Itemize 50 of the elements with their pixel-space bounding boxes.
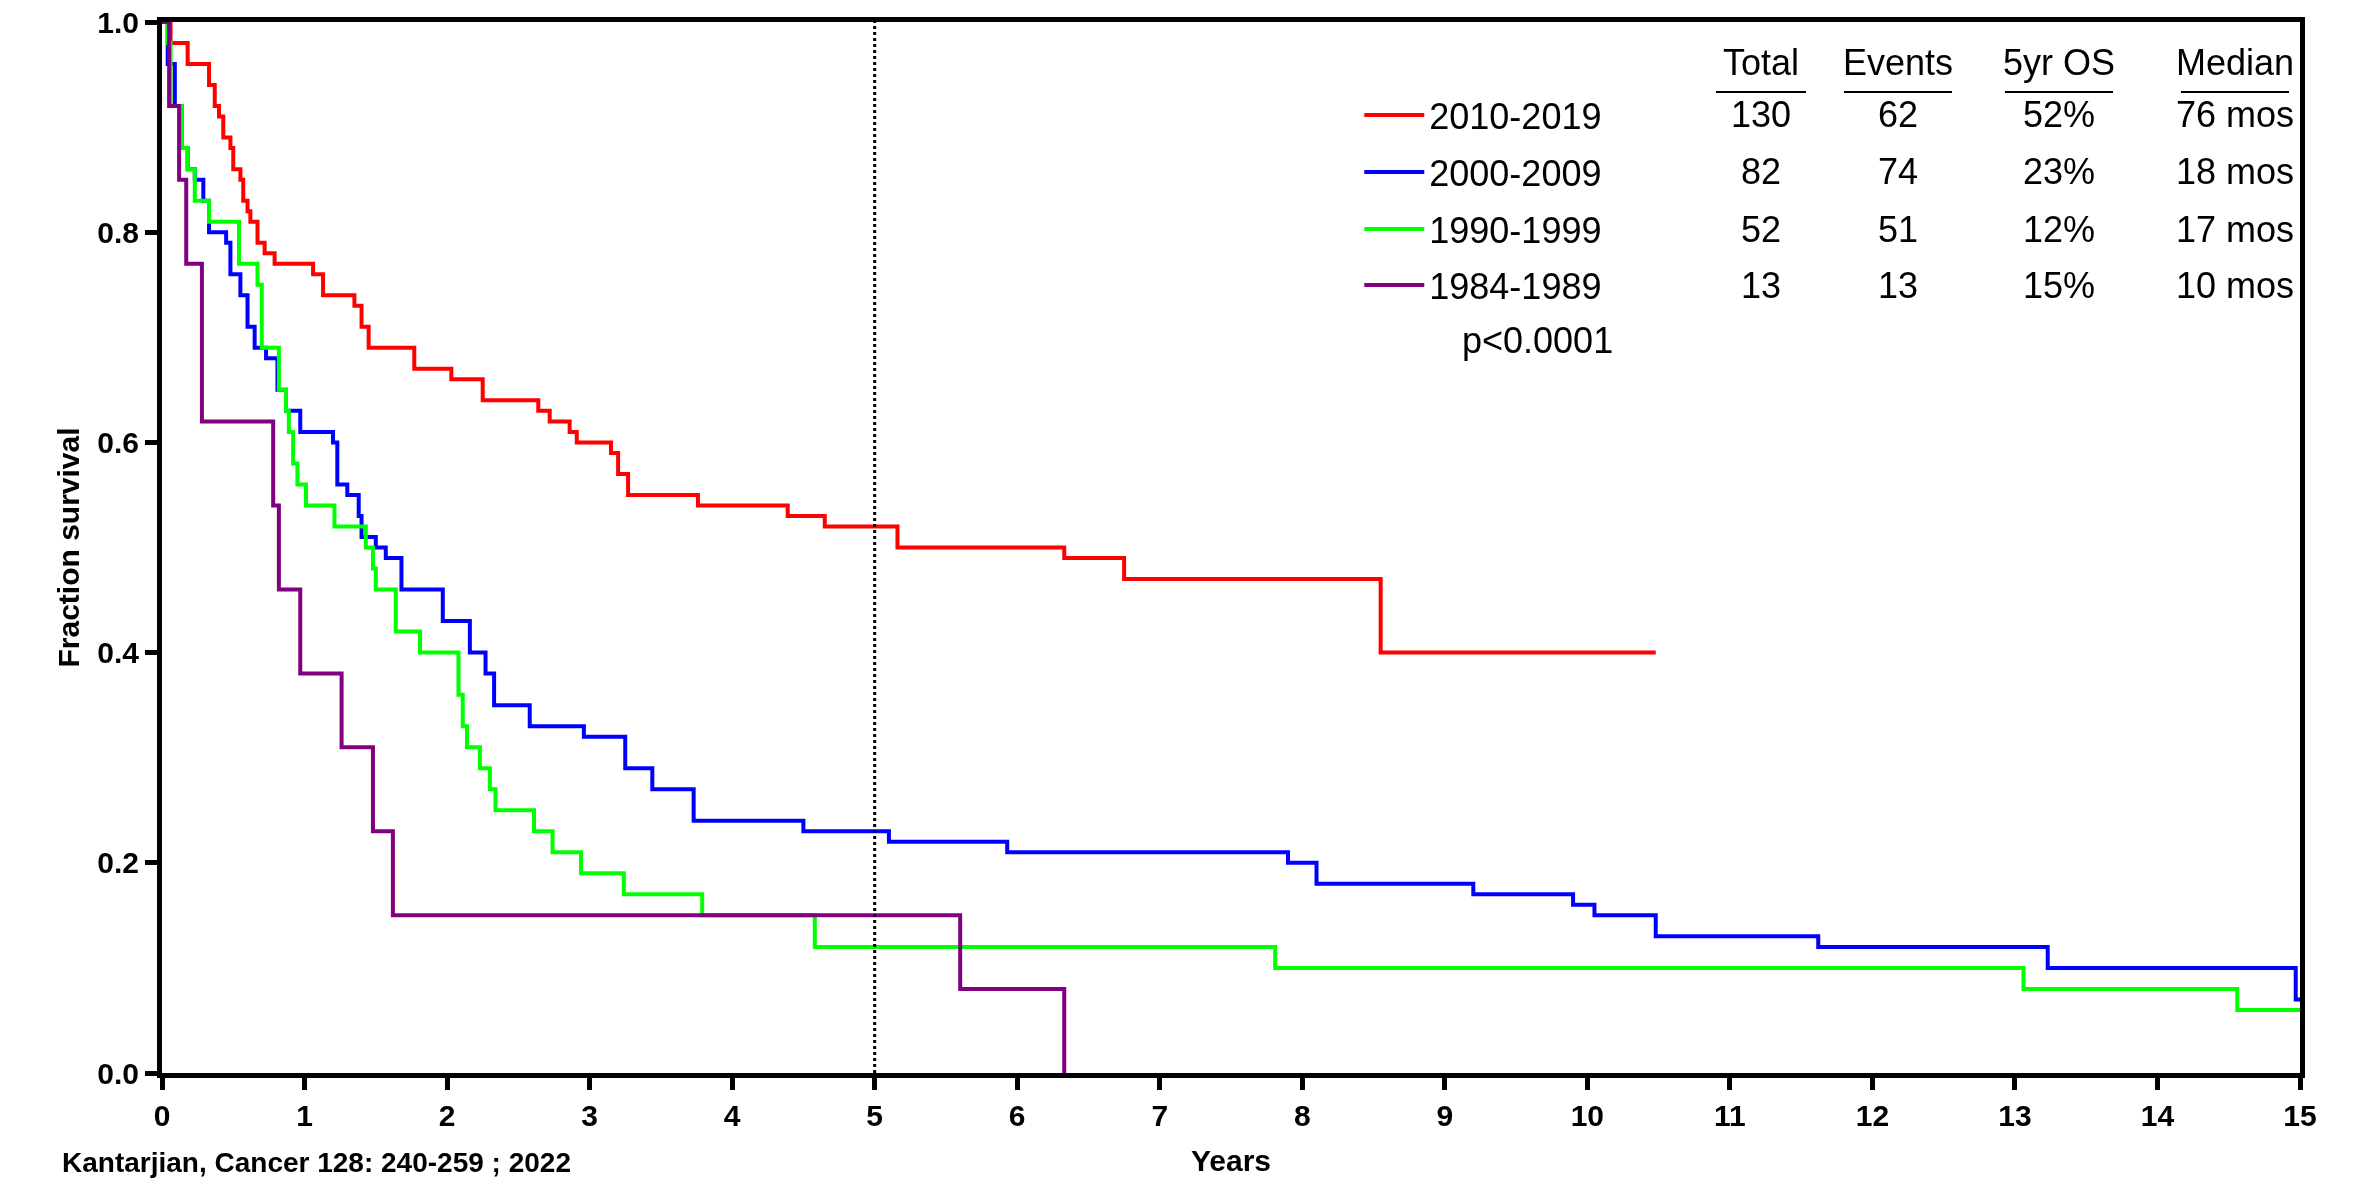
- y-tick-label: 1.0: [97, 5, 139, 39]
- annotation: 15%: [2023, 265, 2096, 306]
- annotation: 52: [1741, 209, 1782, 250]
- y-tick-label: 0.6: [97, 425, 139, 459]
- annotation: 74: [1878, 151, 1919, 192]
- x-tick-label: 0: [153, 1099, 171, 1132]
- legend-label: 2010-2019: [1429, 95, 1602, 137]
- x-tick-label: 10: [1570, 1099, 1605, 1132]
- y-axis-title: Fraction survival: [52, 427, 86, 668]
- legend-label: 1984-1989: [1429, 265, 1602, 307]
- x-tick-label: 15: [2283, 1099, 2317, 1132]
- x-tick-label: 13: [1998, 1099, 2032, 1132]
- annotation: 23%: [2023, 151, 2096, 192]
- legend-label: 2000-2009: [1429, 152, 1602, 194]
- annotation: 10 mos: [2176, 265, 2295, 306]
- annotation: Median: [2176, 42, 2295, 83]
- annotation: 13: [1741, 265, 1782, 306]
- x-tick-label: 2: [438, 1099, 456, 1132]
- text: Kantarjian, Cancer 128: 240-259 ; 2022: [62, 1147, 571, 1178]
- annotation: 13: [1878, 265, 1919, 306]
- annotation: Events: [1843, 42, 1954, 83]
- x-tick-label: 9: [1436, 1099, 1454, 1132]
- y-tick-label: 0.0: [97, 1056, 139, 1090]
- annotation: Total: [1723, 42, 1800, 83]
- x-tick-label: 14: [2140, 1099, 2175, 1132]
- y-tick-label: 0.4: [97, 636, 140, 670]
- y-tick-label: 0.2: [97, 846, 139, 880]
- y-tick-label: 0.8: [97, 215, 139, 249]
- annotation: 12%: [2023, 209, 2096, 250]
- annotation: 18 mos: [2176, 151, 2295, 192]
- x-tick-label: 1: [296, 1099, 313, 1132]
- annotation: 76 mos: [2176, 94, 2295, 135]
- annotation: 82: [1741, 151, 1782, 192]
- annotation: 51: [1878, 209, 1919, 250]
- annotation: 52%: [2023, 94, 2096, 135]
- annotation: 130: [1731, 94, 1792, 135]
- x-tick-label: 5: [866, 1099, 884, 1132]
- legend-label: 1990-1999: [1429, 209, 1602, 251]
- annotation: p<0.0001: [1462, 320, 1614, 361]
- x-tick-label: 8: [1293, 1099, 1311, 1132]
- x-tick-label: 4: [723, 1099, 741, 1132]
- x-axis-title: Years: [1190, 1143, 1272, 1177]
- annotation: 62: [1878, 94, 1919, 135]
- x-tick-label: 12: [1855, 1099, 1890, 1132]
- x-tick-label: 11: [1714, 1099, 1746, 1132]
- x-tick-label: 6: [1008, 1099, 1026, 1132]
- x-tick-label: 7: [1151, 1099, 1169, 1132]
- x-tick-label: 3: [581, 1099, 598, 1132]
- annotation: 5yr OS: [2003, 42, 2116, 83]
- annotation: 17 mos: [2176, 209, 2295, 250]
